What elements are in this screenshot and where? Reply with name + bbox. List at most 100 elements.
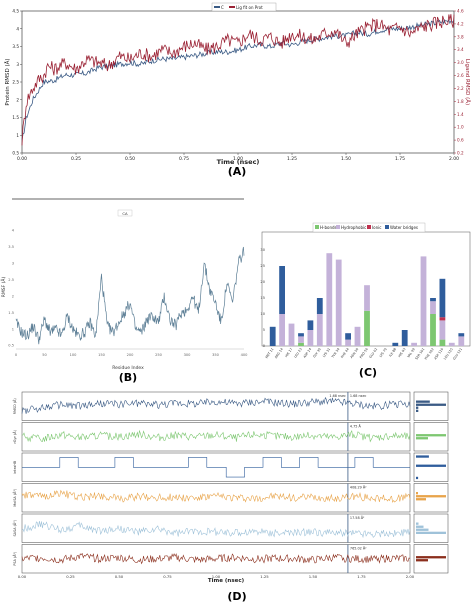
chart-c-bar bbox=[288, 323, 295, 346]
chart-d-row-label: SASA (Å²) bbox=[12, 519, 17, 536]
chart-d-time-readout: 1.68 nsec bbox=[329, 394, 346, 398]
chart-a-xtick-label: 1.25 bbox=[287, 156, 297, 162]
chart-d-hist-bar bbox=[416, 409, 419, 412]
chart-b-xtick-label: 150 bbox=[98, 353, 106, 357]
chart-c-bar bbox=[458, 333, 465, 337]
chart-d-hist-frame bbox=[413, 483, 449, 513]
chart-a-ytick-label: 3 bbox=[16, 62, 19, 67]
chart-c-bar bbox=[316, 314, 323, 346]
chart-c-bar bbox=[392, 342, 399, 346]
chart-d-hist-frame bbox=[413, 422, 449, 452]
chart-d-row-label: intraHB bbox=[13, 460, 17, 473]
chart-d-row-line bbox=[21, 396, 411, 414]
chart-c-ytick-label: 10 bbox=[260, 312, 265, 316]
chart-a-xtick-label: 0.50 bbox=[125, 156, 135, 162]
chart-c-bar bbox=[411, 342, 417, 346]
chart-d-row-line bbox=[21, 429, 411, 443]
chart-c-bar bbox=[345, 333, 351, 340]
chart-c-category-label: ASP 110 bbox=[433, 347, 444, 360]
chart-d-row-label: RMSD (Å) bbox=[12, 398, 17, 415]
chart-c-bar bbox=[439, 278, 446, 318]
chart-c-bar bbox=[279, 266, 285, 314]
chart-d-readout: 765.02 Å² bbox=[350, 546, 367, 551]
chart-d-hist-frame bbox=[413, 452, 449, 482]
chart-c-legend-swatch bbox=[336, 225, 340, 229]
chart-d-hist-frame bbox=[413, 513, 449, 543]
chart-c-bar bbox=[269, 326, 276, 346]
chart-d-xtick-label: 1.50 bbox=[309, 574, 318, 579]
chart-d-hist-bar bbox=[416, 434, 446, 437]
chart-b-ytick-label: 3 bbox=[12, 261, 14, 265]
chart-c-bar bbox=[430, 298, 436, 302]
chart-d-hist-bar bbox=[416, 528, 429, 531]
chart-c-bar bbox=[316, 298, 323, 314]
chart-c-category-label: LEU 23 bbox=[293, 347, 303, 358]
chart-b: CA Residue Index RMSF (Å) 0 50 100 150 200 25… bbox=[0, 198, 248, 371]
panel-label-b: (B) bbox=[119, 371, 137, 384]
chart-c-category-label: PHE 102 bbox=[424, 347, 435, 360]
chart-c-legend-swatch bbox=[385, 225, 389, 229]
chart-c-bar bbox=[345, 339, 351, 346]
chart-c-legend-label: Ionic bbox=[372, 225, 381, 230]
chart-a-legend-label-1: C bbox=[221, 5, 224, 10]
chart-c-ytick-label: 15 bbox=[260, 296, 265, 300]
chart-a-y2tick-label: 3.4 bbox=[457, 47, 464, 52]
chart-d-row-frame bbox=[21, 483, 411, 513]
chart-d-hist-bar bbox=[416, 437, 428, 440]
chart-c-category-label: VAL 99 bbox=[406, 347, 416, 358]
chart-a-xtick-label: 1.50 bbox=[341, 156, 351, 162]
chart-c-bar bbox=[439, 339, 446, 346]
chart-b-ytick-label: 0.5 bbox=[8, 344, 14, 348]
chart-d-row-label: rGyr (Å) bbox=[12, 429, 17, 443]
chart-c-category-label: SER 101 bbox=[414, 347, 425, 360]
chart-d-row-label: PSA (Å²) bbox=[12, 551, 17, 566]
chart-a-y2tick-label: 0.2 bbox=[457, 151, 464, 156]
chart-d-hist-bar bbox=[416, 556, 446, 559]
chart-c-bar bbox=[448, 342, 455, 346]
chart-d-hist-bar bbox=[416, 476, 419, 480]
chart-c-category-label: MET 11 bbox=[264, 347, 274, 359]
chart-a-ytick-label: 1.5 bbox=[12, 115, 19, 120]
chart-d-row-line bbox=[21, 489, 411, 503]
chart-b-xtick-label: 0 bbox=[15, 353, 18, 357]
chart-d: Time (nsec) RMSD (Å) 1.68 nsec 1.68 nsec rG… bbox=[12, 391, 449, 584]
chart-c-ytick-label: 20 bbox=[260, 280, 265, 284]
chart-d-readout: 408.29 Å² bbox=[350, 485, 367, 490]
chart-c-category-label: TYR 34 bbox=[330, 347, 340, 359]
chart-c-category-label: LEU 115 bbox=[443, 347, 454, 360]
chart-b-legend-label: CA bbox=[122, 211, 128, 216]
chart-b-xtick-label: 200 bbox=[127, 353, 135, 357]
chart-c-legend-label: Hydrophobic bbox=[341, 225, 366, 230]
chart-a-y2tick-label: 3.8 bbox=[457, 34, 464, 39]
chart-d-hist-bar bbox=[416, 498, 426, 501]
chart-c-category-label: LYS 31 bbox=[322, 347, 331, 358]
chart-c-legend-swatch bbox=[367, 225, 371, 229]
chart-c-legend-label: H-bonds bbox=[320, 225, 337, 230]
chart-d-row-label: MolSA (Å²) bbox=[12, 488, 17, 507]
chart-d-readout: 4.75 Å bbox=[350, 424, 362, 429]
chart-b-ytick-label: 2 bbox=[12, 294, 14, 298]
chart-a-xtick-label: 0.25 bbox=[71, 156, 81, 162]
chart-c-category-label: LYS 70 bbox=[378, 347, 387, 358]
chart-b-xlabel: Residue Index bbox=[112, 365, 144, 371]
chart-b-xtick-label: 50 bbox=[42, 353, 47, 357]
chart-a-ytick-label: 4.5 bbox=[12, 9, 19, 14]
chart-c-ytick-label: 25 bbox=[260, 264, 265, 268]
chart-d-hist-bar bbox=[416, 406, 419, 409]
chart-a-series-line bbox=[21, 19, 455, 141]
chart-c-bar bbox=[326, 253, 333, 346]
panel-label-a: (A) bbox=[228, 165, 247, 178]
chart-d-xtick-label: 0.50 bbox=[115, 574, 124, 579]
chart-d-row-line bbox=[22, 457, 410, 478]
chart-b-ytick-label: 3.5 bbox=[8, 245, 14, 249]
chart-d-hist-bar bbox=[416, 531, 446, 534]
panel-label-d: (D) bbox=[227, 590, 246, 603]
chart-d-row-line bbox=[21, 521, 411, 539]
chart-c-bar bbox=[364, 310, 370, 346]
chart-c-category-label: ASP 24 bbox=[303, 347, 313, 358]
chart-b-xtick-label: 350 bbox=[212, 353, 220, 357]
chart-b-ytick-label: 1.5 bbox=[8, 311, 14, 315]
chart-a: Time (nsec) Protein RMSD (Å) Ligand RMSD… bbox=[4, 2, 471, 166]
chart-d-hist-bar bbox=[416, 559, 428, 562]
